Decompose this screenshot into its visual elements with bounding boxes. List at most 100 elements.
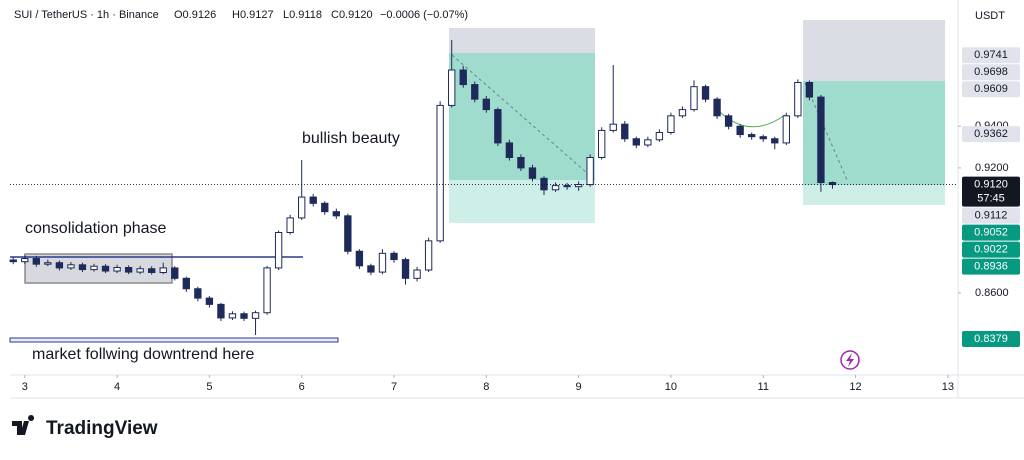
candle-body xyxy=(586,157,594,186)
ohlc-close: C0.9120 xyxy=(331,9,373,21)
x-tick-label: 9 xyxy=(576,381,582,393)
candle-body xyxy=(655,132,664,141)
candle-body xyxy=(678,109,687,117)
candle-body xyxy=(736,125,744,136)
candle-body xyxy=(794,82,802,117)
price-label-box xyxy=(962,258,1020,275)
candle-body xyxy=(78,264,87,271)
y-tick-label: 0.8600 xyxy=(975,287,1009,299)
x-tick-label: 4 xyxy=(114,381,120,393)
candle-body xyxy=(101,265,110,272)
candle-body xyxy=(344,215,352,252)
x-tick-label: 12 xyxy=(849,381,861,393)
candle-body xyxy=(124,267,133,273)
candle-body xyxy=(171,267,179,279)
x-tick-label: 3 xyxy=(22,381,28,393)
candle-body xyxy=(298,196,306,219)
candle-body xyxy=(632,138,640,146)
price-label: 0.9120 xyxy=(974,178,1008,190)
stop-zone xyxy=(803,20,945,81)
price-label: 0.9022 xyxy=(974,243,1008,255)
price-label: 0.8936 xyxy=(974,260,1008,272)
price-label-box xyxy=(962,64,1020,81)
candle-body xyxy=(321,202,329,213)
ohlc-low: L0.9118 xyxy=(283,9,322,21)
x-tick-label: 11 xyxy=(758,381,769,393)
annotation: bullish beauty xyxy=(302,130,400,147)
candle-body xyxy=(494,109,502,144)
price-label: 0.9362 xyxy=(974,128,1008,140)
candle-body xyxy=(228,313,237,319)
candle-body xyxy=(90,265,98,271)
alert-bolt[interactable] xyxy=(846,353,854,367)
candle-body xyxy=(436,104,444,242)
candle-body xyxy=(551,185,560,191)
candle-body xyxy=(263,267,271,314)
change: −0.0006 (−0.07%) xyxy=(380,9,468,21)
symbol: SUI / TetherUS · 1h · Binance xyxy=(14,9,159,21)
candle-body xyxy=(413,269,421,279)
candle-body xyxy=(621,123,629,140)
ohlc-high: H0.9127 xyxy=(232,9,274,21)
price-label-box xyxy=(962,126,1020,143)
entry-zone xyxy=(449,180,595,223)
candle-body xyxy=(771,138,779,144)
price-label-box xyxy=(962,47,1020,64)
candle-body xyxy=(424,240,433,271)
candle-body xyxy=(44,262,52,265)
candle-body xyxy=(217,303,225,319)
candle-body xyxy=(401,259,410,279)
position-tool xyxy=(803,20,945,205)
price-label-box xyxy=(962,81,1020,98)
x-tick-label: 13 xyxy=(942,381,954,393)
price-label-box xyxy=(962,224,1020,241)
candle-body xyxy=(505,142,514,159)
price-label: 0.9741 xyxy=(974,49,1008,61)
price-label-box xyxy=(962,330,1020,347)
candle-body xyxy=(517,157,525,169)
price-label: 0.9609 xyxy=(974,83,1008,95)
candle-body xyxy=(367,265,375,273)
position-tool xyxy=(449,28,596,223)
candle-body xyxy=(113,267,121,272)
candle-body xyxy=(724,115,733,127)
candle-body xyxy=(355,250,364,267)
candle-body xyxy=(274,232,283,269)
candle-body xyxy=(540,177,548,191)
candle-body xyxy=(459,69,467,86)
y-tick-label: 0.9200 xyxy=(975,162,1009,174)
candle-body xyxy=(782,115,790,144)
candle-body xyxy=(701,86,710,100)
alert-icon[interactable] xyxy=(840,350,860,370)
candle-body xyxy=(9,259,17,263)
candle-body xyxy=(378,252,387,273)
candle-body xyxy=(251,312,260,319)
entry-zone xyxy=(803,185,945,205)
logo-mark xyxy=(12,415,35,435)
annotation: market follwing downtrend here xyxy=(32,346,254,363)
candle-body xyxy=(563,185,571,188)
candle-body xyxy=(644,139,652,146)
candle-body xyxy=(448,69,456,106)
x-tick-label: 6 xyxy=(299,381,305,393)
candle-body xyxy=(713,98,721,117)
candle-body xyxy=(759,136,767,140)
candle-body xyxy=(574,184,583,188)
candle-body xyxy=(528,167,537,179)
currency[interactable]: USDT xyxy=(975,10,1005,22)
candle-body xyxy=(286,217,294,234)
candle-body xyxy=(194,288,202,299)
candle-body xyxy=(598,129,606,159)
candle-body xyxy=(332,211,340,217)
candle-body xyxy=(182,277,190,290)
price-label: 0.9698 xyxy=(974,66,1008,78)
candle-body xyxy=(136,268,144,273)
candle-body xyxy=(21,258,29,263)
price-label: 0.8379 xyxy=(974,333,1008,345)
candle-body xyxy=(690,86,698,111)
candles xyxy=(9,40,837,335)
candle-body xyxy=(471,84,479,100)
candle-body xyxy=(805,82,814,98)
